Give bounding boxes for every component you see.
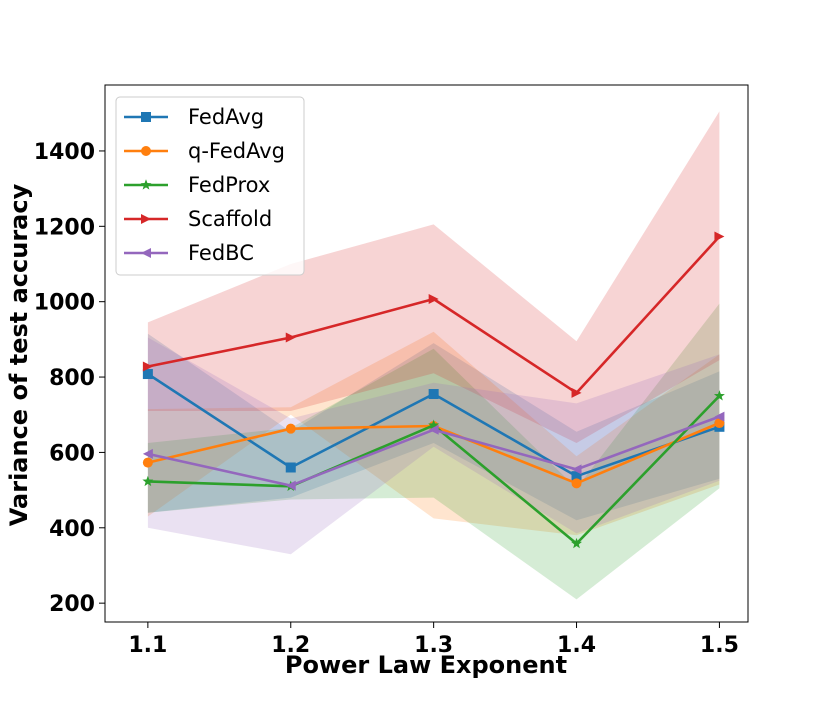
fedprox-point bbox=[142, 475, 154, 487]
fedbc-point bbox=[142, 448, 153, 459]
x-axis-label: Power Law Exponent bbox=[285, 651, 567, 679]
legend-marker bbox=[141, 112, 151, 122]
y-tick-label: 400 bbox=[49, 517, 95, 542]
fedbc-series bbox=[142, 411, 725, 491]
legend: FedAvg q-FedAvg FedProx Scaffold FedBC bbox=[115, 96, 305, 276]
legend-item: q-FedAvg bbox=[124, 139, 285, 163]
legend-box bbox=[115, 96, 305, 276]
x-tick-label: 1.3 bbox=[414, 633, 453, 658]
fedbc-point bbox=[714, 411, 725, 422]
x-tick-label: 1.5 bbox=[700, 633, 739, 658]
x-tick-label: 1.4 bbox=[557, 633, 596, 658]
fedprox-point bbox=[428, 419, 440, 430]
legend-item: Scaffold bbox=[124, 207, 272, 231]
fedprox-point bbox=[713, 390, 725, 401]
legend-label: Scaffold bbox=[188, 207, 272, 231]
x-tick-label: 1.1 bbox=[128, 633, 167, 658]
fedbc-band bbox=[147, 337, 720, 555]
legend-marker bbox=[141, 146, 151, 156]
fedavg-point bbox=[142, 369, 153, 380]
legend-label: q-FedAvg bbox=[188, 139, 285, 163]
fedprox-band bbox=[147, 303, 720, 600]
q-fedavg-point bbox=[285, 423, 296, 434]
fedavg-point bbox=[428, 389, 439, 400]
scaffold-point bbox=[571, 387, 582, 398]
q-fedavg-point bbox=[571, 478, 582, 489]
y-tick-label: 600 bbox=[49, 441, 95, 466]
y-tick-label: 800 bbox=[49, 366, 95, 391]
y-tick-label: 1000 bbox=[34, 291, 95, 316]
x-axis: 1.1 1.2 1.3 1.4 1.5 bbox=[128, 622, 739, 658]
series-lines bbox=[142, 231, 725, 549]
y-tick-label: 1200 bbox=[34, 215, 95, 240]
legend-label: FedBC bbox=[188, 241, 254, 265]
fedbc-point bbox=[285, 480, 296, 491]
legend-marker bbox=[141, 214, 151, 224]
scaffold-band bbox=[147, 111, 720, 444]
q-fedavg-point bbox=[714, 418, 725, 429]
fedavg-point bbox=[571, 471, 582, 482]
legend-item: FedAvg bbox=[124, 105, 264, 129]
legend-item: FedProx bbox=[124, 173, 270, 197]
legend-label: FedAvg bbox=[188, 105, 264, 129]
y-axis-label: Variance of test accuracy bbox=[5, 183, 33, 526]
plot-frame bbox=[104, 84, 749, 623]
fedbc-point bbox=[571, 464, 582, 475]
scaffold-point bbox=[285, 332, 296, 343]
scaffold-point bbox=[428, 294, 439, 305]
fedavg-point bbox=[285, 462, 296, 473]
y-tick-label: 200 bbox=[49, 592, 95, 617]
scaffold-point bbox=[142, 361, 153, 372]
fedprox-point bbox=[571, 537, 582, 549]
scaffold-point bbox=[714, 231, 725, 242]
y-tick-label: 1400 bbox=[34, 140, 95, 165]
fedbc-point bbox=[428, 424, 439, 435]
scaffold-series bbox=[142, 231, 725, 398]
x-tick-label: 1.2 bbox=[271, 633, 310, 658]
legend-marker bbox=[140, 179, 152, 190]
y-axis: 200 400 600 800 1000 1200 1400 bbox=[34, 140, 105, 617]
legend-label: FedProx bbox=[188, 173, 270, 197]
legend-item: FedBC bbox=[124, 241, 254, 265]
q-fedavg-point bbox=[142, 457, 153, 468]
legend-marker bbox=[141, 248, 151, 258]
